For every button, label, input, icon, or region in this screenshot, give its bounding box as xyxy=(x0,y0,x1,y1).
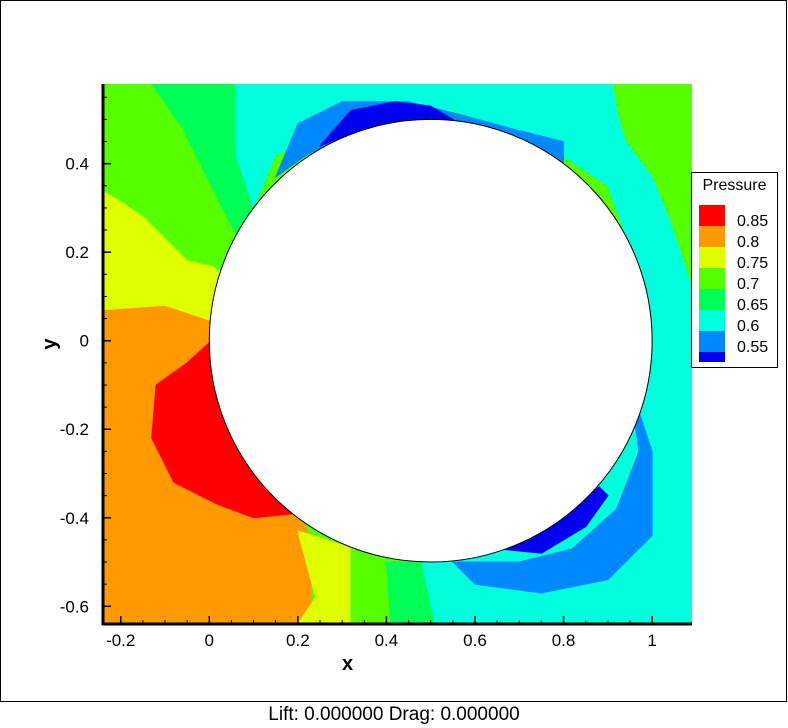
contour-plot: -0.2 0 0.2 0.4 0.6 0.8 1 0.4 0.2 0 -0.2 -0.4 -0.6 x y xyxy=(39,84,692,675)
legend-level-label: 0.8 xyxy=(737,234,760,251)
contour-region-8 xyxy=(385,561,436,624)
axis-layer: -0.2 0 0.2 0.4 0.6 0.8 1 0.4 0.2 0 -0.2 -0.4 -0.6 x y xyxy=(39,84,692,675)
x-tick-label: 0.4 xyxy=(375,631,399,650)
legend-swatch xyxy=(699,331,725,352)
contour-region-11 xyxy=(451,384,653,594)
y-tick-label: 0.4 xyxy=(65,155,89,174)
legend-title: Pressure xyxy=(702,177,767,194)
y-tick-label: -0.4 xyxy=(60,509,89,528)
legend-swatch xyxy=(699,289,725,310)
x-tick-label: -0.2 xyxy=(106,631,135,650)
legend-row: 0.6 xyxy=(698,310,776,335)
legend-level-label: 0.85 xyxy=(737,213,769,230)
legend-row: 0.7 xyxy=(698,268,776,293)
legend-level-label: 0.6 xyxy=(737,318,760,335)
legend-below-min-row xyxy=(698,352,776,362)
x-tick-label: 0.2 xyxy=(286,631,310,650)
legend-level-label: 0.65 xyxy=(737,297,769,314)
x-tick-label: 0 xyxy=(205,631,214,650)
x-tick-label: 1 xyxy=(647,631,656,650)
contour-region-3 xyxy=(297,530,356,624)
legend-swatch xyxy=(699,226,725,247)
x-tick-label: 0.6 xyxy=(463,631,487,650)
legend-level-label: 0.75 xyxy=(737,255,769,272)
legend-swatch xyxy=(699,268,725,289)
plot-frame xyxy=(0,0,787,702)
legend-level-label: 0.55 xyxy=(737,339,769,356)
contour-region-5 xyxy=(350,548,392,624)
y-tick-label: -0.6 xyxy=(60,597,89,616)
legend-row: 0.55 xyxy=(698,331,776,356)
legend-swatch xyxy=(699,247,725,268)
legend-row: 0.85 xyxy=(698,205,776,230)
cylinder-obstacle xyxy=(208,118,653,563)
legend-row: 0.8 xyxy=(698,226,776,251)
x-tick-label: 0.8 xyxy=(552,631,576,650)
y-tick-label: 0.2 xyxy=(65,243,89,262)
y-tick-label: -0.2 xyxy=(60,420,89,439)
x-axis-title: x xyxy=(342,653,353,675)
contour-fill-layer xyxy=(103,84,692,624)
lift-drag-readout: Lift: 0.000000 Drag: 0.000000 xyxy=(268,704,520,725)
legend-swatch xyxy=(699,310,725,331)
legend-below-min-swatch xyxy=(699,352,725,362)
legend-row: 0.65 xyxy=(698,289,776,314)
legend-level-label: 0.7 xyxy=(737,276,760,293)
legend: Pressure 0.85 0.8 0.75 0.7 0.65 0.6 0.55 xyxy=(691,172,778,368)
y-tick-label: 0 xyxy=(80,332,89,351)
legend-row: 0.75 xyxy=(698,247,776,272)
legend-swatch xyxy=(699,205,725,226)
y-axis-title: y xyxy=(39,338,61,350)
